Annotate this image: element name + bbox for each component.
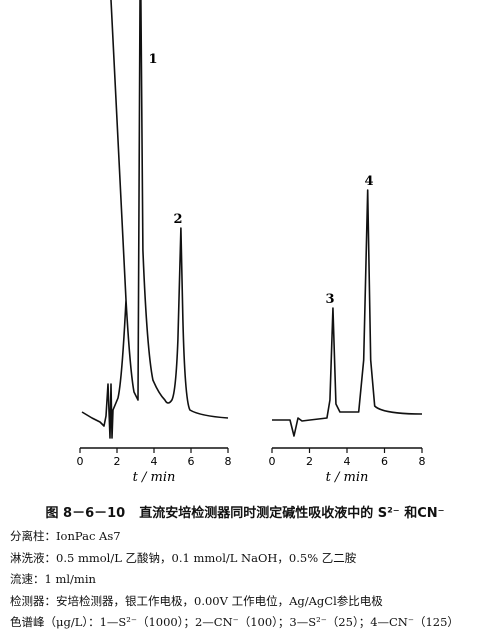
x-tick-label: 0 <box>269 455 276 468</box>
note-column: 分离柱：IonPac As7 <box>10 529 121 543</box>
signal-trace <box>81 0 229 439</box>
chromatogram-left: 0 2 4 6 8 t / min 1 2 <box>77 0 232 485</box>
figure-notes: 分离柱：IonPac As7 淋洗液：0.5 mmol/L 乙酸钠，0.1 mm… <box>10 526 488 634</box>
x-axis-title: t / min <box>326 470 369 485</box>
peak-label: 3 <box>325 292 334 307</box>
figure-number: 图 8－6－10 <box>45 506 126 521</box>
x-tick-label: 4 <box>151 455 158 468</box>
x-tick-label: 4 <box>344 455 351 468</box>
chromatogram-right: 0 2 4 6 8 t / min 3 4 <box>269 174 426 485</box>
note-peaks: 色谱峰（μg/L）：1—S²⁻（1000）；2—CN⁻（100）；3—S²⁻（2… <box>10 615 459 629</box>
x-tick-label: 6 <box>381 455 388 468</box>
x-tick-label: 6 <box>188 455 195 468</box>
note-flow-rate: 流速：1 ml/min <box>10 572 96 586</box>
note-detector: 检测器：安培检测器，银工作电极，0.00V 工作电位，Ag/AgCl参比电极 <box>10 593 383 608</box>
note-eluent: 淋洗液：0.5 mmol/L 乙酸钠，0.1 mmol/L NaOH，0.5% … <box>10 550 357 565</box>
x-tick-label: 2 <box>114 455 121 468</box>
figure-title: 直流安培检测器同时测定碱性吸收液中的 S²⁻ 和CN⁻ <box>139 506 445 521</box>
peak-label: 1 <box>148 52 157 67</box>
peak-label: 2 <box>173 212 182 227</box>
x-tick-label: 8 <box>419 455 426 468</box>
figure-caption: 图 8－6－10 直流安培检测器同时测定碱性吸收液中的 S²⁻ 和CN⁻ <box>0 502 490 521</box>
x-tick-label: 2 <box>306 455 313 468</box>
chromatogram-figure: 0 2 4 6 8 t / min 1 2 0 2 4 6 8 t / min 3 4 <box>77 0 426 485</box>
signal-trace <box>272 189 423 437</box>
x-tick-label: 0 <box>77 455 84 468</box>
x-tick-label: 8 <box>225 455 232 468</box>
peak-label: 4 <box>364 174 373 189</box>
x-axis-title: t / min <box>133 470 176 485</box>
